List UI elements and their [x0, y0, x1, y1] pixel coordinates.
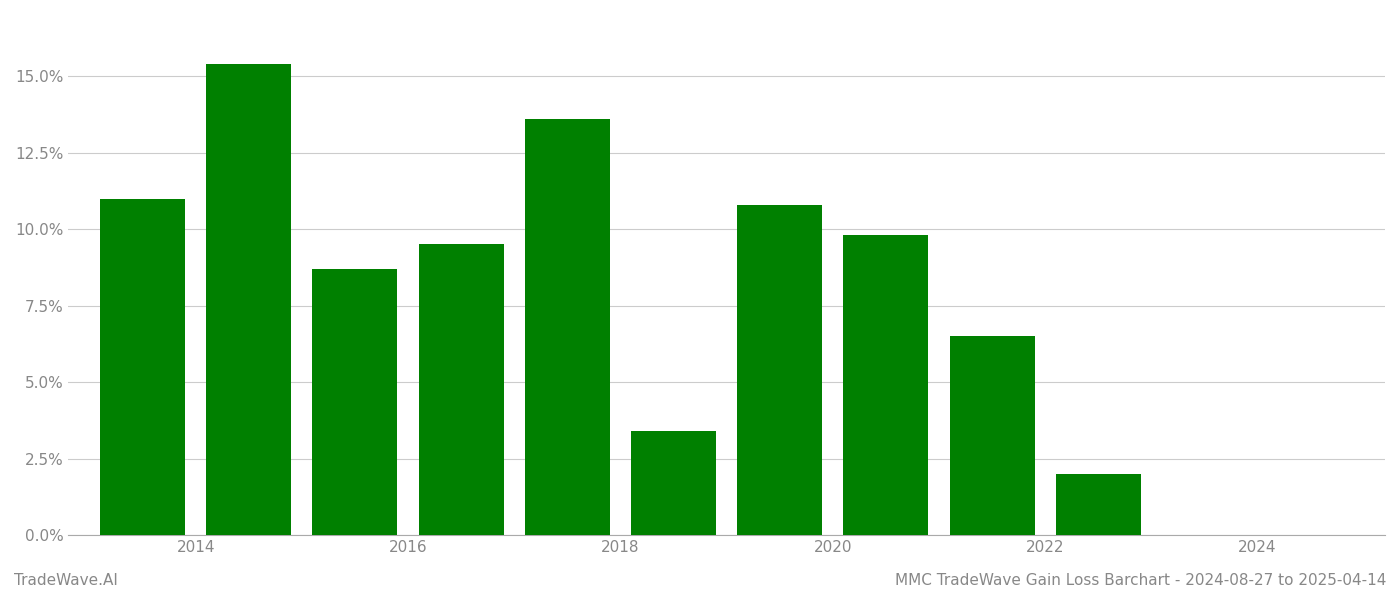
Bar	[419, 244, 504, 535]
Text: TradeWave.AI: TradeWave.AI	[14, 573, 118, 588]
Bar	[1056, 474, 1141, 535]
Bar	[312, 269, 398, 535]
Bar	[843, 235, 928, 535]
Bar	[99, 199, 185, 535]
Bar	[525, 119, 610, 535]
Bar	[631, 431, 715, 535]
Bar	[949, 336, 1035, 535]
Bar	[206, 64, 291, 535]
Bar	[738, 205, 822, 535]
Text: MMC TradeWave Gain Loss Barchart - 2024-08-27 to 2025-04-14: MMC TradeWave Gain Loss Barchart - 2024-…	[895, 573, 1386, 588]
